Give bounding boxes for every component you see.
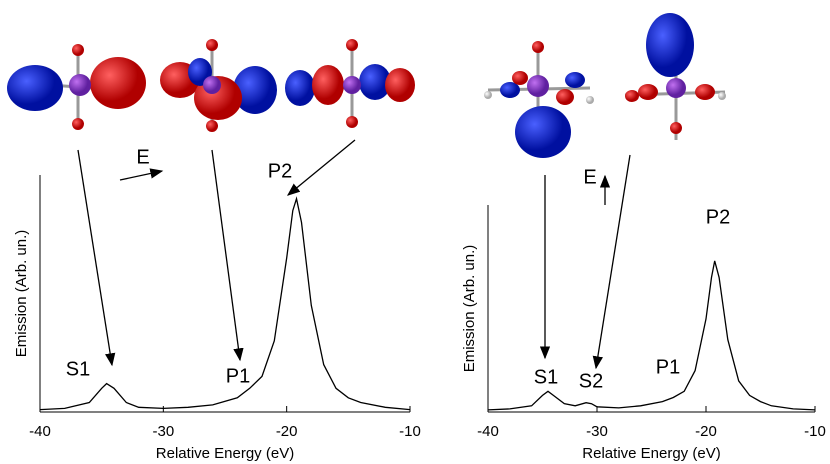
x-tick-label: -20 (695, 423, 717, 440)
annotation: P2 (706, 206, 730, 228)
arrow (286, 139, 356, 196)
x-tick-label: -40 (29, 423, 51, 440)
orbital-image (484, 41, 594, 158)
orbital-image (624, 13, 726, 140)
orbital-image (7, 44, 146, 130)
arrow (592, 154, 631, 370)
y-axis-label: Emission (Arb. un.) (13, 230, 30, 358)
annotation: E (583, 166, 596, 188)
x-axis-label: Relative Energy (eV) (156, 445, 294, 462)
x-tick-label: -10 (804, 423, 826, 440)
annotation: S1 (534, 366, 558, 388)
x-tick-label: -20 (276, 423, 298, 440)
y-axis-label: Emission (Arb. un.) (461, 245, 478, 373)
annotation: S1 (66, 358, 90, 380)
annotation: S2 (579, 370, 603, 392)
x-tick-label: -30 (586, 423, 608, 440)
arrow (77, 149, 116, 367)
arrow (119, 168, 164, 181)
annotation: E (136, 146, 149, 168)
annotation: P1 (656, 356, 680, 378)
annotation: P1 (226, 365, 250, 387)
x-tick-label: -30 (152, 423, 174, 440)
arrow (211, 149, 244, 362)
annotation: P2 (268, 160, 292, 182)
x-tick-label: -40 (477, 423, 499, 440)
spectrum-line (487, 260, 816, 411)
spectrum-line (39, 196, 411, 411)
orbital-image (160, 39, 277, 132)
x-axis-label: Relative Energy (eV) (582, 445, 720, 462)
x-tick-label: -10 (399, 423, 421, 440)
orbital-image (285, 39, 415, 128)
